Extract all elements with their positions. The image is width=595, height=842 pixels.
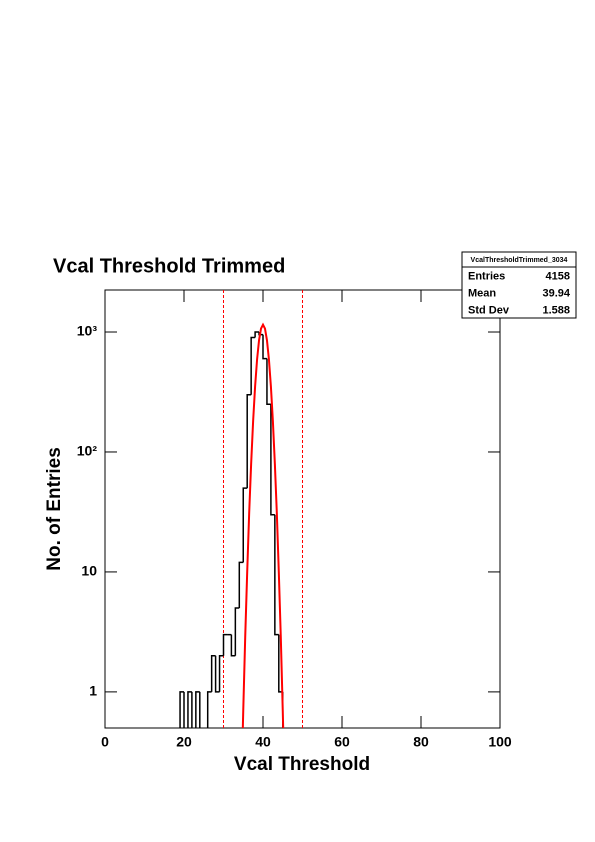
histogram-bin — [246, 393, 252, 489]
stats-value: 4158 — [546, 270, 570, 282]
histogram-bin — [230, 634, 236, 657]
histogram-bin — [250, 336, 256, 395]
y-axis-label: No. of Entries — [44, 447, 65, 571]
histogram-bin — [191, 691, 193, 728]
histogram-bin — [218, 655, 224, 692]
histogram-bin — [270, 404, 275, 516]
stats-value: 39.94 — [542, 287, 570, 299]
histogram-bin — [183, 691, 185, 728]
x-tick-label: 60 — [334, 734, 350, 750]
histogram-bin — [222, 633, 228, 656]
histogram-bin — [238, 561, 244, 609]
x-tick-label: 0 — [101, 734, 109, 750]
histogram-bin — [179, 691, 184, 728]
histogram-bin — [195, 691, 200, 728]
y-tick-label: 10³ — [77, 323, 98, 339]
fit-curve — [241, 322, 285, 728]
histogram-bin — [262, 334, 267, 360]
plot-area — [179, 290, 303, 728]
x-tick-label: 40 — [255, 734, 271, 750]
histogram-bin — [242, 487, 248, 563]
stats-box — [461, 251, 577, 319]
histogram-bin — [274, 514, 279, 636]
histogram-bin — [210, 655, 216, 692]
y-tick-label: 1 — [89, 683, 97, 699]
stats-label: Entries — [468, 270, 505, 282]
stats-value: 1.588 — [542, 304, 570, 316]
histogram-bin — [206, 691, 212, 728]
y-tick-label: 10 — [81, 563, 97, 579]
stats-title: VcalThresholdTrimmed_3034 — [471, 257, 568, 264]
histogram-bin — [199, 691, 201, 728]
histogram-bin — [187, 691, 192, 728]
histogram-bin — [254, 331, 260, 338]
x-tick-label: 80 — [413, 734, 429, 750]
x-tick-label: 20 — [176, 734, 192, 750]
stats-label: Mean — [468, 287, 496, 299]
x-tick-label: 100 — [488, 734, 512, 750]
histogram-bin — [214, 655, 220, 693]
histogram-bin — [234, 607, 240, 656]
x-axis-label: Vcal Threshold — [234, 754, 370, 775]
stats-label: Std Dev — [468, 304, 510, 316]
histogram-bin — [266, 358, 271, 405]
y-tick-label: 10² — [77, 443, 98, 459]
chart-title: Vcal Threshold Trimmed — [53, 255, 285, 277]
